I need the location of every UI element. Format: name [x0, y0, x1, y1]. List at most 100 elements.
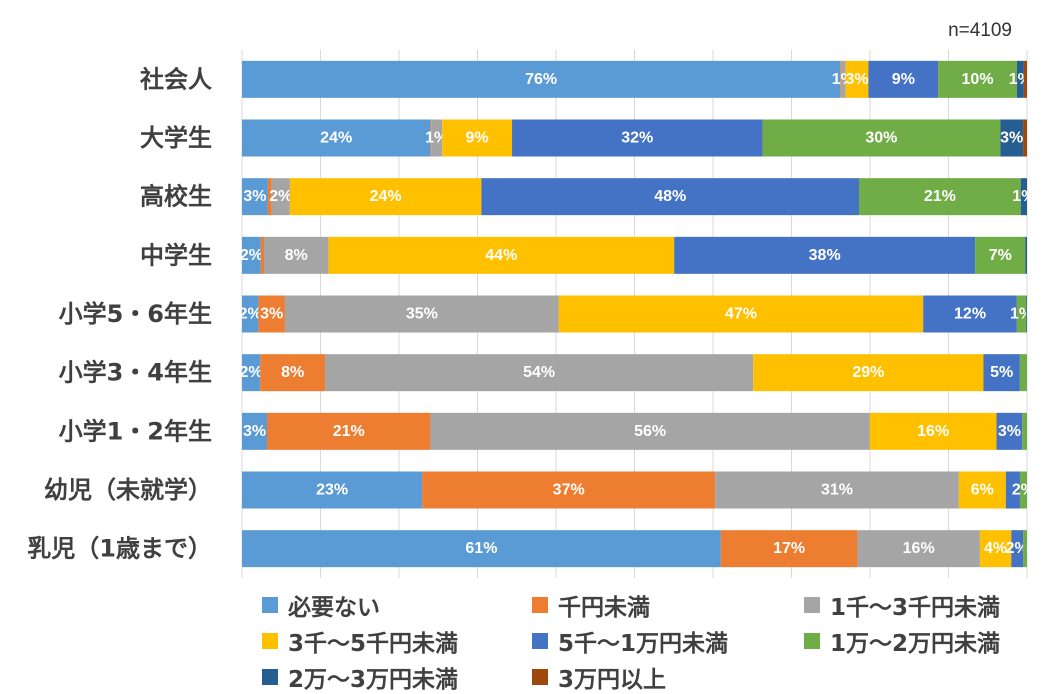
data-label: 30%: [865, 130, 897, 147]
bar-segment: [845, 60, 869, 98]
data-label: 3%: [998, 423, 1021, 440]
bar-segment: [715, 471, 959, 509]
chart-legend: 必要ない 千円未満 1千～3千円未満 3千～5千円未満 5千～1万円未満 1万～2万円未満…: [262, 590, 1052, 694]
category-label: 高校生: [140, 183, 212, 211]
category-label: 幼児（未就学）: [44, 476, 212, 504]
data-label: 2%: [240, 364, 263, 381]
data-label: 76%: [525, 71, 557, 88]
bar-segment: [1016, 60, 1024, 98]
data-label: 12%: [954, 306, 986, 323]
data-label: 1%: [1009, 71, 1032, 88]
bar-segment: [938, 60, 1017, 98]
bar-segment: [975, 236, 1026, 274]
bar-segment: [753, 354, 984, 392]
bar-segment: [1000, 119, 1024, 157]
bar-segment: [242, 530, 721, 568]
legend-swatch: [262, 669, 278, 685]
bar-segment: [979, 530, 1012, 568]
bar-segment: [267, 178, 272, 216]
category-label: 大学生: [140, 124, 212, 152]
data-label: 2%: [240, 247, 263, 264]
data-label: 48%: [654, 188, 686, 205]
bar-segment: [720, 530, 858, 568]
data-label: 1%: [1010, 306, 1033, 323]
bar-segment: [996, 412, 1023, 450]
bar-segment: [859, 178, 1021, 216]
bar-segment: [422, 471, 716, 509]
bar-segment: [512, 119, 763, 157]
data-label: 35%: [406, 306, 438, 323]
legend-item: 必要ない: [262, 590, 380, 621]
data-label: 21%: [333, 423, 365, 440]
data-label: 47%: [725, 306, 757, 323]
bar-segment: [442, 119, 513, 157]
data-label: 31%: [821, 482, 853, 499]
data-label: 3%: [243, 423, 266, 440]
legend-swatch: [262, 597, 278, 613]
data-label: 2%: [1012, 482, 1035, 499]
data-label: 23%: [316, 482, 348, 499]
data-label: 24%: [370, 188, 402, 205]
data-label: 56%: [634, 423, 666, 440]
bar-segment: [289, 178, 482, 216]
bar-segment: [674, 236, 976, 274]
bar-segment: [1023, 530, 1027, 568]
legend-item: 1千～3千円未満: [804, 590, 1000, 621]
legend-item: 3千～5千円未満: [262, 626, 459, 657]
bar-segment: [431, 119, 443, 157]
bar-segment: [1019, 471, 1027, 509]
data-label: 9%: [466, 130, 489, 147]
bar-segment: [242, 119, 431, 157]
legend-swatch: [804, 597, 820, 613]
legend-label: 1万～2万円未満: [830, 631, 1001, 657]
legend-label: 3万円以上: [558, 667, 667, 693]
data-label: 9%: [892, 71, 915, 88]
legend-label: 3千～5千円未満: [288, 631, 459, 657]
sample-size-note: n=4109: [948, 20, 1012, 41]
bar-segment: [1022, 412, 1027, 450]
bar-segment: [1019, 354, 1027, 392]
data-label: 3%: [1000, 130, 1023, 147]
category-label: 社会人: [140, 65, 212, 93]
legend-item: 1万～2万円未満: [804, 626, 1001, 657]
data-label: 3%: [243, 188, 266, 205]
data-label: 4%: [984, 540, 1007, 557]
bar-segment: [923, 295, 1017, 333]
bar-segment: [242, 178, 268, 216]
bar-segment: [1023, 119, 1027, 157]
data-label: 7%: [989, 247, 1012, 264]
data-label: 5%: [990, 364, 1013, 381]
data-label: 54%: [523, 364, 555, 381]
data-label: 8%: [285, 247, 308, 264]
bar-segment: [284, 295, 559, 333]
legend-swatch: [804, 633, 820, 649]
bar-segment: [1020, 178, 1027, 216]
legend-item: 3万円以上: [532, 662, 667, 693]
legend-label: 必要ない: [288, 595, 380, 621]
category-label: 小学3・4年生: [59, 359, 212, 387]
legend-label: 5千～1万円未満: [558, 631, 729, 657]
legend-item: 5千～1万円未満: [532, 626, 729, 657]
data-label: 16%: [903, 540, 935, 557]
bar-segment: [325, 354, 754, 392]
bar-segment: [430, 412, 870, 450]
data-label: 16%: [917, 423, 949, 440]
data-label: 1%: [1012, 188, 1035, 205]
bar-segment: [260, 354, 326, 392]
data-label: 6%: [971, 482, 994, 499]
legend-swatch: [532, 669, 548, 685]
category-label: 乳児（1歳まで）: [27, 535, 212, 563]
category-label: 小学1・2年生: [59, 417, 212, 445]
bar-segment: [430, 119, 432, 157]
bar-segment: [271, 178, 290, 216]
bar-segment: [242, 60, 841, 98]
bar-segment: [258, 295, 285, 333]
data-label: 21%: [924, 188, 956, 205]
bar-segment: [869, 412, 997, 450]
legend-swatch: [532, 633, 548, 649]
bar-segment: [958, 471, 1006, 509]
legend-label: 2万～3万円未満: [288, 667, 459, 693]
bar-segment: [267, 412, 431, 450]
data-label: 2%: [239, 306, 262, 323]
legend-item: 千円未満: [532, 590, 650, 621]
